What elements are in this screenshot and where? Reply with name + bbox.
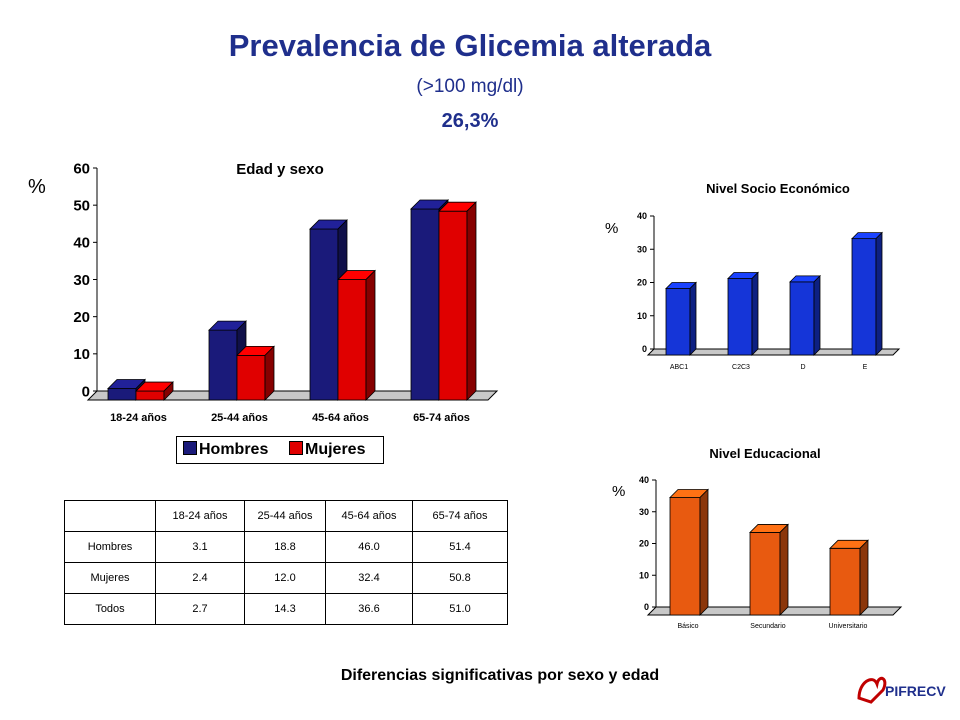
- x-tick-label: 65-74 años: [413, 412, 470, 424]
- bar: [727, 278, 753, 356]
- table-header-cell: 25-44 años: [244, 500, 326, 532]
- y-tick-label: 10: [637, 311, 647, 321]
- y-axis-label: %: [605, 220, 618, 237]
- table-header-row: 18-24 años 25-44 años 45-64 años 65-74 a…: [64, 500, 508, 532]
- y-tick-label: 20: [73, 309, 90, 326]
- y-tick-label: 20: [639, 539, 649, 549]
- slide-subtitle: (>100 mg/dl): [416, 76, 524, 97]
- y-tick-label: 30: [637, 244, 647, 254]
- table-header-cell: 18-24 años: [155, 500, 245, 532]
- legend-label-mujeres: Mujeres: [305, 441, 366, 458]
- y-tick-label: 40: [73, 235, 90, 252]
- table-row: Hombres 3.1 18.8 46.0 51.4: [64, 531, 508, 563]
- y-axis-label: %: [28, 176, 46, 198]
- y-tick-label: 40: [639, 475, 649, 485]
- y-tick-label: 20: [637, 278, 647, 288]
- table-cell: 2.7: [155, 593, 245, 625]
- chart-title: Nivel Educacional: [709, 446, 820, 461]
- y-tick-label: 0: [642, 344, 647, 354]
- table-header-cell: 65-74 años: [412, 500, 508, 532]
- legend-swatch-hombres: [183, 441, 197, 455]
- data-table: 18-24 años 25-44 años 45-64 años 65-74 a…: [64, 500, 508, 625]
- x-tick-label: 18-24 años: [110, 412, 167, 424]
- bar-side: [264, 345, 275, 401]
- table-cell: 50.8: [412, 562, 508, 594]
- table-corner-cell: [64, 500, 156, 532]
- legend-label-hombres: Hombres: [199, 441, 269, 458]
- x-tick-label: Secundario: [750, 623, 786, 630]
- y-tick-label: 30: [639, 507, 649, 517]
- y-tick-label: 0: [82, 383, 90, 400]
- bar-side: [875, 231, 883, 356]
- table-cell: 3.1: [155, 531, 245, 563]
- bar: [208, 329, 238, 401]
- y-tick-label: 10: [639, 570, 649, 580]
- bar: [410, 208, 440, 401]
- bar: [665, 288, 691, 356]
- table-cell: 46.0: [325, 531, 413, 563]
- table-row: Todos 2.7 14.3 36.6 51.0: [64, 593, 508, 625]
- table-cell: 36.6: [325, 593, 413, 625]
- table-cell: 2.4: [155, 562, 245, 594]
- y-tick-label: 0: [644, 602, 649, 612]
- table-row-label: Mujeres: [64, 562, 156, 594]
- table-cell: 51.4: [412, 531, 508, 563]
- x-tick-label: 45-64 años: [312, 412, 369, 424]
- chart-nivel-socio-economico: Nivel Socio Económico% 0 10 20 30 40 ABC1 C2C3 D…: [605, 181, 901, 371]
- chart-legend: Hombres Mujeres: [176, 436, 384, 464]
- svg-text:PIFRECV: PIFRECV: [885, 683, 946, 699]
- bar: [829, 547, 861, 616]
- bar-side: [699, 488, 709, 616]
- bar-side: [163, 381, 174, 401]
- table-cell: 14.3: [244, 593, 326, 625]
- bar: [749, 532, 781, 616]
- pifrecv-logo: PIFRECV: [857, 676, 946, 704]
- chart-edad-sexo: Edad y sexo% 0 10 20 30 40 50 60 18-24 años 25-44…: [28, 160, 499, 424]
- y-axis-label: %: [612, 483, 625, 500]
- table-cell: 32.4: [325, 562, 413, 594]
- x-tick-label: E: [863, 364, 868, 371]
- table-cell: 18.8: [244, 531, 326, 563]
- y-tick-label: 30: [73, 272, 90, 289]
- bar-side: [813, 274, 821, 356]
- legend-swatch-mujeres: [289, 441, 303, 455]
- bar: [309, 228, 339, 401]
- x-tick-label: 25-44 años: [211, 412, 268, 424]
- y-tick-label: 40: [637, 211, 647, 221]
- bar: [135, 390, 165, 401]
- x-tick-label: C2C3: [732, 364, 750, 371]
- y-tick-label: 60: [73, 160, 90, 177]
- footnote: Diferencias significativas por sexo y ed…: [340, 667, 660, 684]
- bar-side: [779, 523, 789, 616]
- chart-title: Edad y sexo: [236, 161, 324, 178]
- bar-side: [466, 201, 477, 401]
- bar: [337, 279, 367, 401]
- slide-title: Prevalencia de Glicemia alterada: [228, 28, 712, 63]
- y-tick-label: 50: [73, 197, 90, 214]
- bar: [236, 354, 266, 401]
- overall-prevalence: 26,3%: [441, 110, 499, 132]
- bar: [107, 388, 137, 401]
- bar-side: [859, 539, 869, 616]
- bar: [851, 238, 877, 356]
- table-row-label: Todos: [64, 593, 156, 625]
- bar-side: [365, 269, 376, 401]
- bar: [438, 210, 468, 401]
- table-header-cell: 45-64 años: [325, 500, 413, 532]
- chart-title: Nivel Socio Económico: [706, 181, 850, 196]
- bar: [669, 497, 701, 616]
- table-row-label: Hombres: [64, 531, 156, 563]
- x-tick-label: ABC1: [670, 364, 688, 371]
- x-tick-label: Básico: [677, 623, 698, 630]
- y-tick-label: 10: [73, 346, 90, 363]
- chart-nivel-educacional: Nivel Educacional% 0 10 20 30 40 Básico Secunda…: [612, 446, 903, 630]
- table-cell: 51.0: [412, 593, 508, 625]
- bar: [789, 281, 815, 356]
- bar-side: [689, 281, 697, 356]
- table-row: Mujeres 2.4 12.0 32.4 50.8: [64, 562, 508, 594]
- bar-side: [751, 271, 759, 356]
- x-tick-label: D: [800, 364, 805, 371]
- table-cell: 12.0: [244, 562, 326, 594]
- x-tick-label: Universitario: [829, 623, 868, 630]
